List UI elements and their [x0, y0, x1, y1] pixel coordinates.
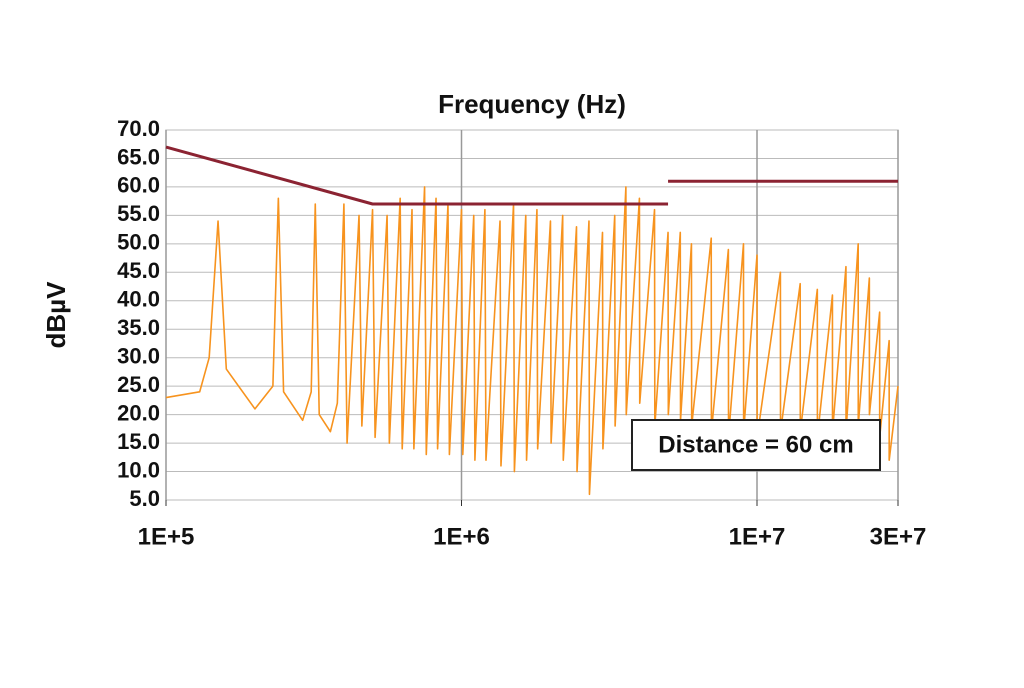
y-axis-label: dBµV [41, 281, 71, 349]
y-tick-label: 20.0 [117, 400, 160, 425]
x-tick-label: 3E+7 [870, 523, 927, 550]
y-tick-label: 55.0 [117, 201, 160, 226]
y-tick-label: 10.0 [117, 457, 160, 482]
y-tick-label: 15.0 [117, 429, 160, 454]
x-tick-label: 1E+7 [729, 523, 786, 550]
data-line [165, 145, 669, 206]
x-tick-label: 1E+5 [138, 523, 195, 550]
y-tick-label: 70.0 [117, 116, 160, 141]
y-tick-label: 40.0 [117, 287, 160, 312]
y-tick-label: 25.0 [117, 372, 160, 397]
y-tick-label: 45.0 [117, 258, 160, 283]
y-tick-label: 35.0 [117, 315, 160, 340]
y-tick-label: 5.0 [129, 486, 160, 511]
y-tick-label: 60.0 [117, 173, 160, 198]
x-tick-label: 1E+6 [433, 523, 490, 550]
annotation-box [631, 419, 881, 471]
data-line [165, 186, 899, 496]
y-tick-label: 50.0 [117, 230, 160, 255]
y-tick-label: 30.0 [117, 344, 160, 369]
chart-title: Frequency (Hz) [438, 89, 626, 119]
y-tick-label: 65.0 [117, 144, 160, 169]
annotation: Distance = 60 cm [658, 431, 853, 458]
